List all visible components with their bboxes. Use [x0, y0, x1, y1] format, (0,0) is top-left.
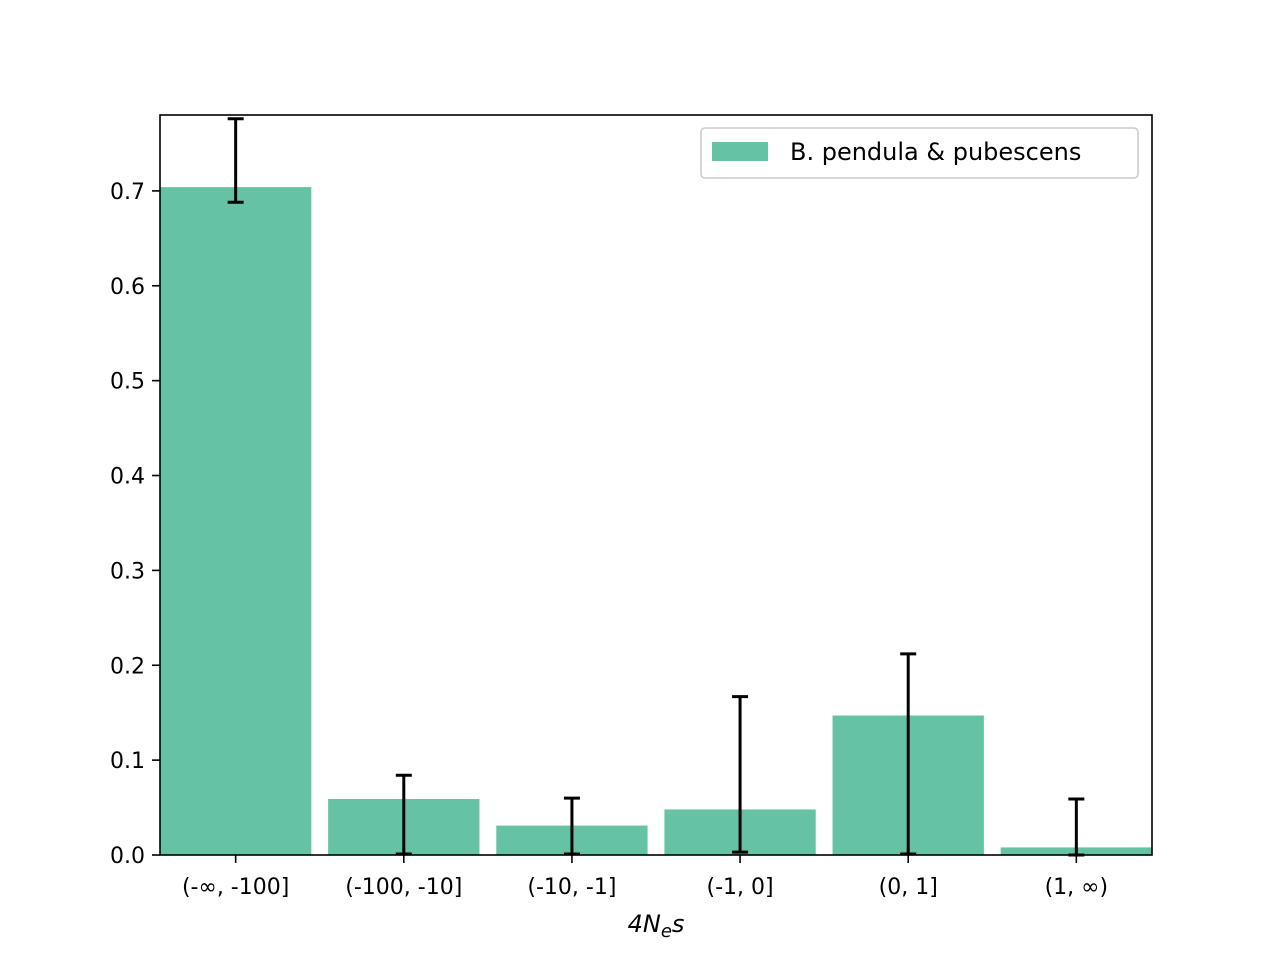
y-tick-label: 0.0	[110, 844, 145, 869]
bar	[160, 187, 312, 856]
y-tick-label: 0.4	[110, 465, 145, 490]
y-tick-label: 0.2	[110, 654, 145, 679]
y-tick-label: 0.1	[110, 749, 145, 774]
y-axis: 0.0 0.1 0.2 0.3 0.4 0.5 0.6 0.7	[110, 180, 160, 869]
legend-box	[700, 127, 1139, 179]
y-tick-label: 0.3	[110, 559, 145, 584]
bars-group	[160, 187, 1152, 856]
legend-label: B. pendula & pubescens	[790, 138, 1081, 166]
x-tick-label: (-100, -10]	[345, 875, 462, 900]
x-tick-label: (1, ∞)	[1045, 875, 1108, 900]
x-axis: (-∞, -100] (-100, -10] (-10, -1] (-1, 0] (0,…	[182, 855, 1108, 900]
x-tick-label: (-1, 0]	[707, 875, 774, 900]
x-tick-label: (-∞, -100]	[182, 875, 289, 900]
error-bars-group	[227, 117, 1085, 857]
y-tick-label: 0.5	[110, 370, 145, 395]
legend: B. pendula & pubescens	[700, 127, 1139, 179]
plot-frame	[159, 114, 1153, 856]
y-tick-label: 0.6	[110, 275, 145, 300]
x-axis-label: 4Nes	[628, 910, 685, 942]
y-tick-label: 0.7	[110, 180, 145, 205]
x-tick-label: (-10, -1]	[527, 875, 616, 900]
legend-swatch	[712, 142, 768, 161]
x-tick-label: (0, 1]	[879, 875, 938, 900]
